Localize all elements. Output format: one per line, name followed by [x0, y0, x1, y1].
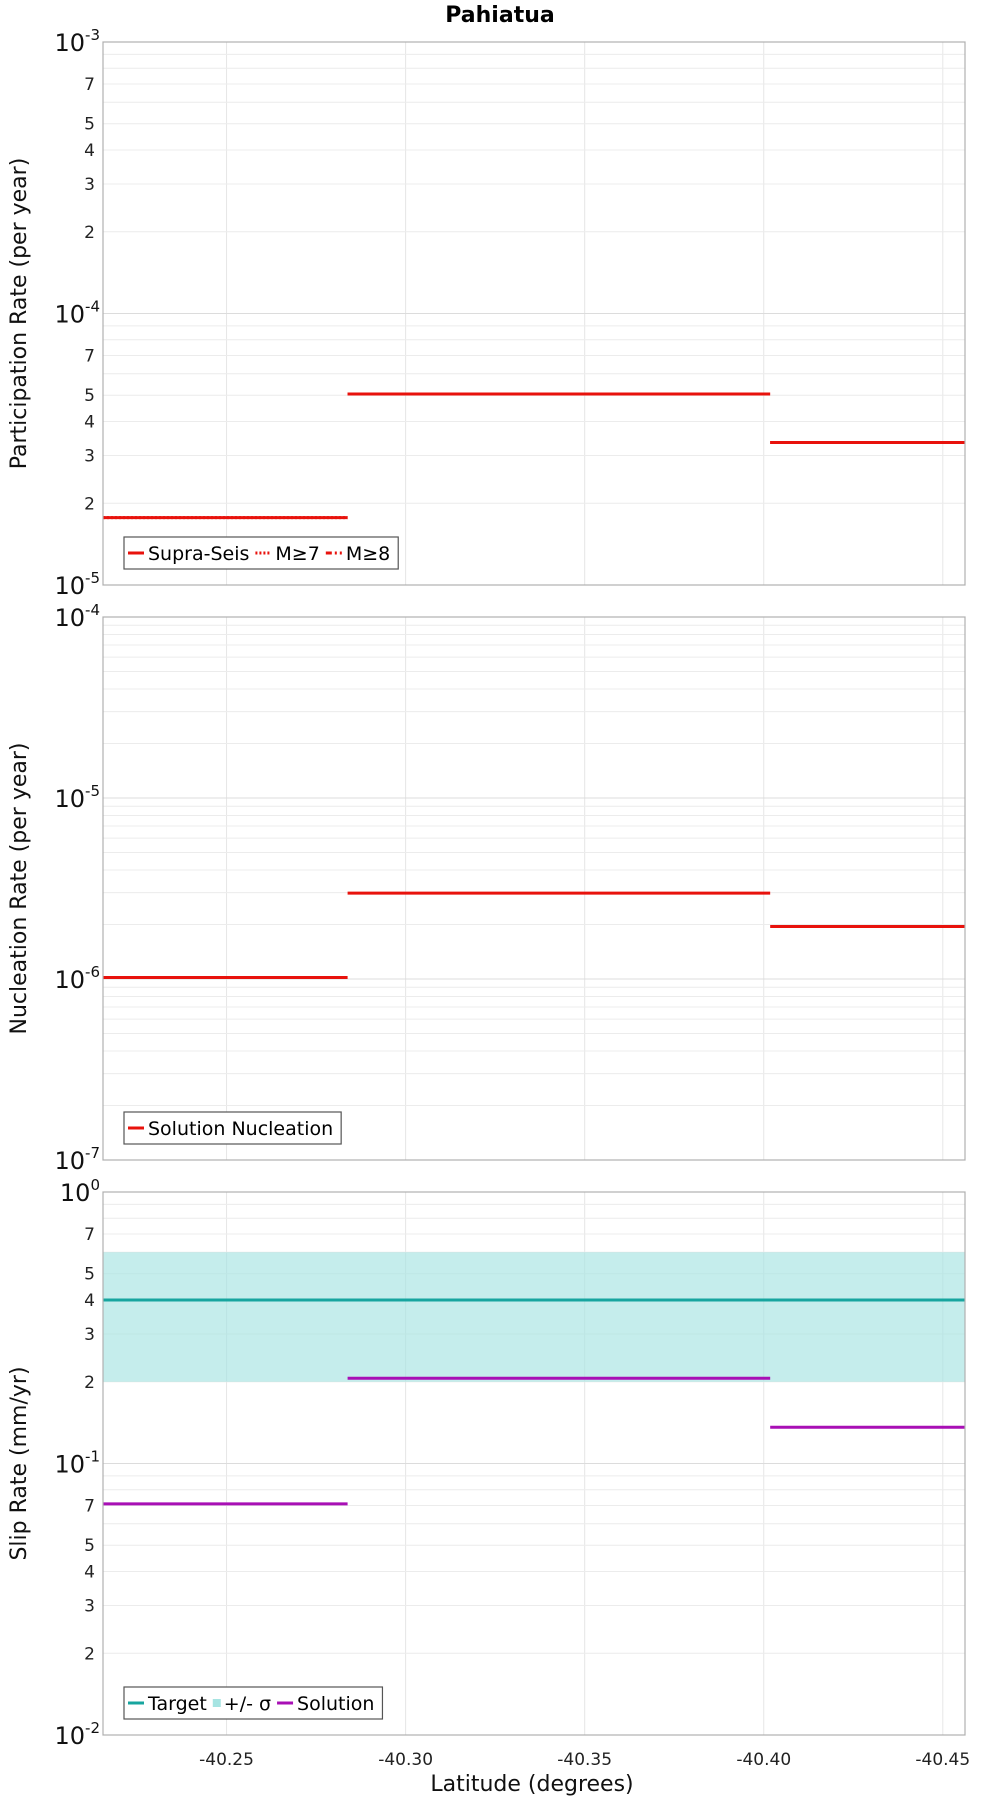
plot-frame: [102, 616, 966, 1161]
y-tick-label: 3: [84, 175, 95, 195]
chart-title: Pahiatua: [445, 3, 554, 28]
legend-entry: +/- σ: [224, 1693, 271, 1715]
legend-entry: Solution: [297, 1693, 374, 1715]
y-tick-label: 2: [84, 1373, 95, 1393]
y-tick-label: 7: [84, 347, 95, 367]
panel-2: 10-7 10-6 10-5 10-4 Nucleation Rate (per yea…: [7, 601, 966, 1175]
y-tick-label: 5: [84, 1536, 95, 1556]
y-axis-label: Nucleation Rate (per year): [7, 743, 32, 1035]
plot-frame: [102, 1191, 966, 1736]
x-tick-label: -40.40: [736, 1750, 791, 1770]
legend: Solution Nucleation: [123, 1111, 342, 1145]
legend-entry: Solution Nucleation: [148, 1118, 333, 1140]
legend-swatch-band: [212, 1699, 221, 1707]
y-tick-label: 4: [84, 413, 95, 433]
panel-1: 10-5 10-4 10-3 2 3 4 5 7 2 3 4 5 7 Participation Rate…: [7, 26, 966, 600]
y-tick-label: 3: [84, 1325, 95, 1345]
legend-entry: M≥8: [346, 543, 390, 565]
y-tick-label-decade: 10-4: [54, 298, 100, 329]
y-tick-label-decade: 10-7: [54, 1144, 100, 1175]
y-tick-label-decade: 10-6: [54, 963, 100, 994]
legend-entry: Supra-Seis: [148, 543, 249, 565]
sigma-band: [103, 1252, 965, 1382]
x-tick-label: -40.45: [915, 1750, 970, 1770]
y-tick-label: 7: [84, 1497, 95, 1517]
x-tick-label: -40.30: [378, 1750, 433, 1770]
y-tick-label-decade: 10-5: [54, 782, 100, 813]
y-tick-label-decade: 10-4: [54, 601, 100, 632]
y-tick-label: 3: [84, 446, 95, 466]
y-tick-label: 4: [84, 141, 95, 161]
x-tick-label: -40.35: [557, 1750, 612, 1770]
legend-box: [123, 1686, 384, 1720]
plot-frame: [102, 41, 966, 586]
y-tick-label: 2: [84, 494, 95, 514]
y-tick-label-decade: 10-2: [54, 1719, 100, 1750]
y-tick-label-decade: 10-3: [54, 26, 100, 57]
y-tick-label: 4: [84, 1291, 95, 1311]
x-tick-label: -40.25: [199, 1750, 254, 1770]
panel-3: 10-2 10-1 100 2 3 4 5 7 2 3 4 5 7 Slip Rate (mm/yr) -4…: [7, 1176, 970, 1770]
y-tick-label: 2: [84, 223, 95, 243]
y-tick-label: 7: [84, 1225, 95, 1245]
y-axis-label: Slip Rate (mm/yr): [7, 1366, 32, 1560]
y-tick-label: 5: [84, 386, 95, 406]
y-tick-label-decade: 100: [60, 1176, 100, 1207]
legend: Target +/- σ Solution: [123, 1686, 384, 1720]
legend-entry: M≥7: [275, 543, 319, 565]
y-tick-label: 4: [84, 1563, 95, 1583]
y-axis-label: Participation Rate (per year): [7, 158, 32, 470]
y-tick-label: 5: [84, 115, 95, 135]
y-tick-label-decade: 10-5: [54, 569, 100, 600]
y-tick-label: 7: [84, 75, 95, 95]
x-axis-label: Latitude (degrees): [430, 1772, 633, 1797]
legend-entry: Target: [147, 1693, 207, 1715]
y-tick-label: 5: [84, 1265, 95, 1285]
y-tick-label: 3: [84, 1596, 95, 1616]
legend-box: [123, 1111, 342, 1145]
legend: Supra-Seis M≥7 M≥8: [123, 536, 399, 570]
y-tick-label-decade: 10-1: [54, 1448, 100, 1479]
y-tick-label: 2: [84, 1644, 95, 1664]
